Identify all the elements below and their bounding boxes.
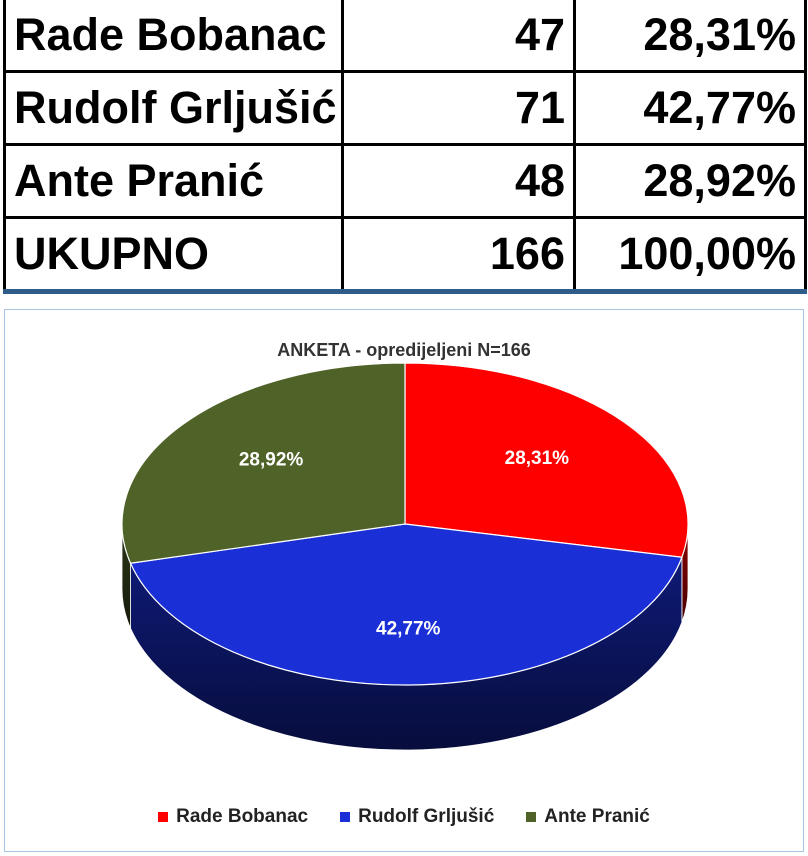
table-row: Ante Pranić 48 28,92% bbox=[3, 143, 807, 219]
candidate-name: Rade Bobanac bbox=[3, 0, 344, 73]
results-table: Rade Bobanac 47 28,31% Rudolf Grljušić 7… bbox=[3, 0, 807, 294]
pie-slice bbox=[404, 362, 689, 558]
legend-item: Rade Bobanac bbox=[158, 806, 308, 828]
vote-count: 48 bbox=[341, 143, 576, 219]
pie-slice bbox=[121, 362, 406, 564]
pie-chart: 28,31% 42,77% 28,92% bbox=[121, 362, 689, 751]
legend-swatch bbox=[526, 812, 537, 822]
pie-slice bbox=[129, 523, 683, 686]
legend-label: Ante Pranić bbox=[544, 806, 650, 827]
legend-item: Ante Pranić bbox=[526, 806, 650, 828]
legend-swatch bbox=[158, 812, 169, 822]
table-row-total: UKUPNO 166 100,00% bbox=[3, 216, 807, 293]
total-percent: 100,00% bbox=[573, 216, 807, 293]
legend-item: Rudolf Grljušić bbox=[340, 806, 494, 828]
total-count: 166 bbox=[341, 216, 576, 293]
legend-label: Rade Bobanac bbox=[176, 806, 309, 827]
data-label: 28,92% bbox=[239, 450, 304, 471]
candidate-name: Ante Pranić bbox=[3, 143, 344, 219]
legend-label: Rudolf Grljušić bbox=[358, 806, 495, 827]
chart-title: ANKETA - opredijeljeni N=166 bbox=[277, 340, 531, 360]
table-row: Rade Bobanac 47 28,31% bbox=[3, 0, 807, 73]
total-label: UKUPNO bbox=[3, 216, 344, 293]
vote-percent: 28,31% bbox=[573, 0, 807, 73]
chart-legend: Rade Bobanac Rudolf Grljušić Ante Pranić bbox=[5, 806, 803, 828]
chart-panel: ANKETA - opredijeljeni N=166 28,31% 42,77… bbox=[4, 309, 804, 852]
vote-percent: 28,92% bbox=[573, 143, 807, 219]
data-label: 28,31% bbox=[505, 448, 570, 469]
table-row: Rudolf Grljušić 71 42,77% bbox=[3, 70, 807, 146]
vote-count: 71 bbox=[341, 70, 576, 146]
vote-percent: 42,77% bbox=[573, 70, 807, 146]
legend-swatch bbox=[340, 812, 351, 822]
data-label: 42,77% bbox=[376, 619, 441, 640]
candidate-name: Rudolf Grljušić bbox=[3, 70, 344, 146]
vote-count: 47 bbox=[341, 0, 576, 73]
